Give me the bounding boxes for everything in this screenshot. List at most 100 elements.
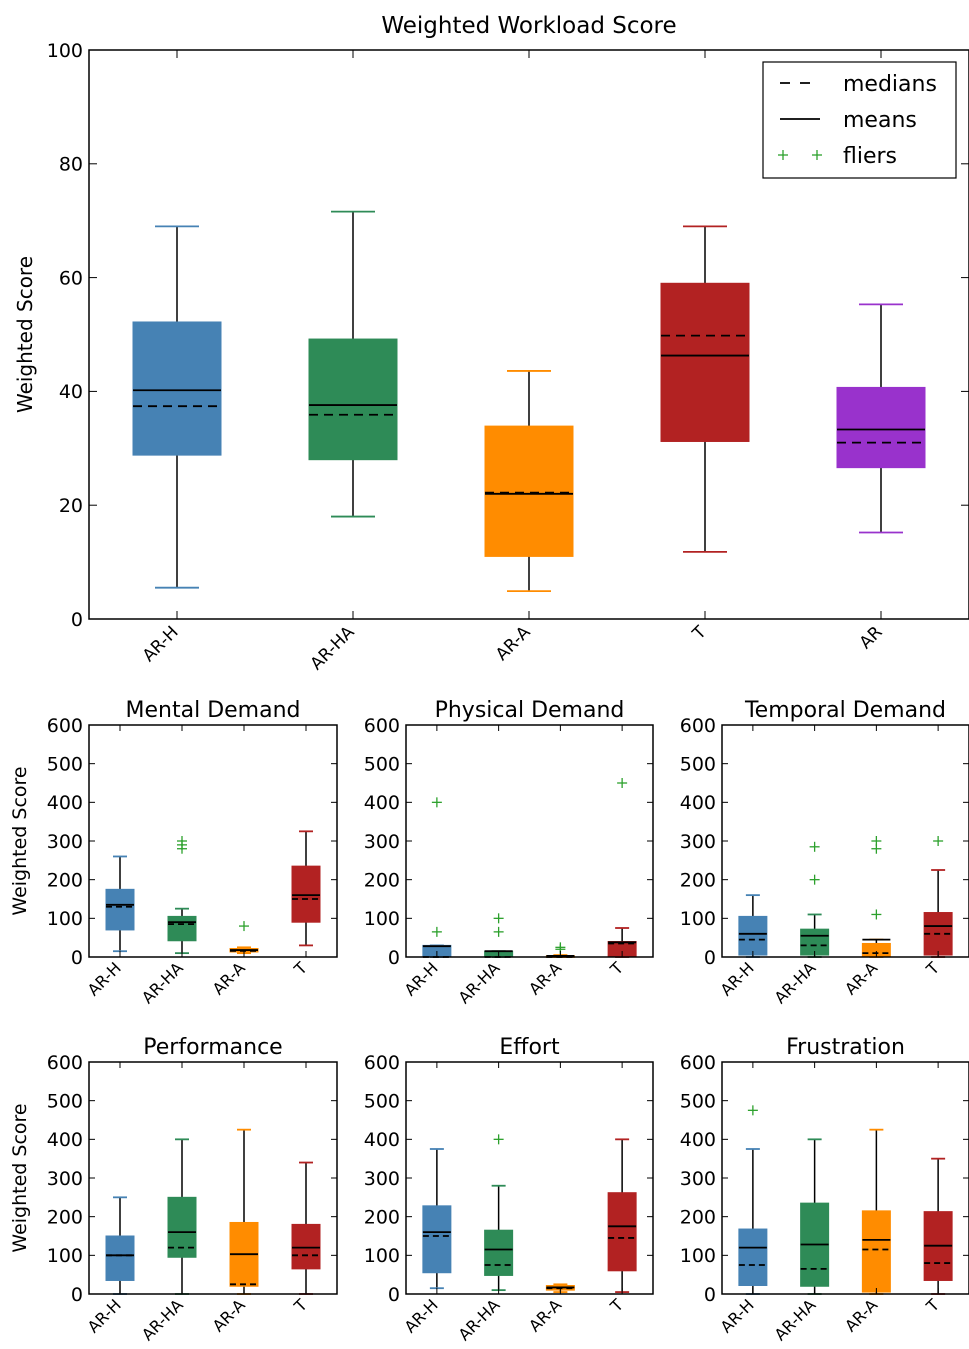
x-tick-label: T xyxy=(290,958,311,979)
box-ar-h: AR-H xyxy=(401,725,452,1000)
y-tick-label: 0 xyxy=(704,947,716,969)
y-tick-label: 300 xyxy=(680,831,716,853)
chart-panel-3: Temporal Demand 0 100 200 300 400 500 600 AR-H AR… xyxy=(680,698,969,1007)
x-tick-label: AR-HA xyxy=(307,622,359,674)
x-tick-label: AR-H xyxy=(401,1295,442,1336)
y-tick-label: 400 xyxy=(680,1129,716,1151)
flier-marker xyxy=(617,778,628,788)
flier-marker xyxy=(239,921,249,932)
y-tick-label: 300 xyxy=(47,1168,83,1190)
flier-marker xyxy=(933,836,944,846)
x-tick-label: AR-H xyxy=(139,622,183,666)
chart-title: Performance xyxy=(143,1035,282,1060)
y-axis-label: Weighted Score xyxy=(9,1103,31,1252)
y-tick-label: 200 xyxy=(680,1207,716,1229)
y-tick-label: 0 xyxy=(704,1284,716,1306)
x-tick-label: AR-HA xyxy=(138,1295,187,1344)
x-tick-label: AR-A xyxy=(525,958,565,998)
chart-title: Mental Demand xyxy=(126,698,301,723)
x-tick-label: AR-A xyxy=(492,622,535,665)
y-tick-label: 100 xyxy=(364,908,400,930)
y-tick-label: 200 xyxy=(680,870,716,892)
y-tick-label: 100 xyxy=(47,40,83,62)
x-tick-label: AR-A xyxy=(525,1295,565,1335)
y-tick-label: 500 xyxy=(47,1091,83,1113)
y-tick-label: 300 xyxy=(47,831,83,853)
x-tick-label: AR-HA xyxy=(455,1295,504,1344)
box-ar-a: AR-A xyxy=(484,50,574,665)
chart-panel-4: Performance Weighted Score 0 100 200 300 400 50… xyxy=(9,1035,338,1344)
y-tick-label: 500 xyxy=(364,1091,400,1113)
y-tick-label: 300 xyxy=(364,831,400,853)
box-iqr xyxy=(132,321,222,456)
y-tick-label: 100 xyxy=(47,1245,83,1267)
y-tick-label: 600 xyxy=(680,715,716,737)
chart-title: Temporal Demand xyxy=(744,698,946,723)
flier-marker xyxy=(747,1105,758,1116)
y-tick-label: 200 xyxy=(364,1207,400,1229)
box-iqr xyxy=(105,888,135,931)
y-tick-label: 200 xyxy=(47,1207,83,1229)
box-iqr xyxy=(607,1192,637,1272)
x-tick-label: AR-H xyxy=(84,958,125,999)
box-t: T xyxy=(660,50,750,645)
box-iqr xyxy=(836,386,926,469)
y-axis-label: Weighted Score xyxy=(9,766,31,915)
box-iqr xyxy=(861,1210,891,1293)
flier-marker xyxy=(778,150,788,160)
x-tick-label: T xyxy=(290,1295,311,1316)
y-tick-label: 0 xyxy=(71,1284,83,1306)
x-tick-label: AR-A xyxy=(209,1295,249,1335)
flier-marker xyxy=(809,841,820,852)
box-ar-h: AR-H xyxy=(401,1062,452,1337)
y-tick-label: 100 xyxy=(680,1245,716,1267)
y-tick-label: 600 xyxy=(364,715,400,737)
x-tick-label: AR-HA xyxy=(455,958,504,1007)
flier-marker xyxy=(871,836,882,846)
flier-marker xyxy=(493,1134,504,1145)
box-ar-ha: AR-HA xyxy=(307,50,398,674)
plot-frame xyxy=(721,1061,969,1295)
y-tick-label: 0 xyxy=(71,947,83,969)
plot-frame xyxy=(88,724,338,958)
y-tick-label: 400 xyxy=(680,792,716,814)
y-tick-label: 100 xyxy=(680,908,716,930)
y-tick-label: 200 xyxy=(47,870,83,892)
x-tick-label: AR-H xyxy=(401,958,442,999)
flier-marker xyxy=(177,836,187,846)
y-tick-label: 200 xyxy=(364,870,400,892)
x-tick-label: AR xyxy=(856,622,887,653)
box-ar-ha: AR-HA xyxy=(455,1062,514,1344)
chart-title: Frustration xyxy=(786,1035,905,1060)
plot-frame xyxy=(405,724,654,958)
legend-label: fliers xyxy=(843,144,897,169)
chart-panel-1: Mental Demand Weighted Score 0 100 200 300 400… xyxy=(9,698,338,1007)
legend-label: means xyxy=(843,108,917,133)
y-tick-label: 60 xyxy=(59,267,83,289)
box-iqr xyxy=(291,865,321,923)
y-tick-label: 0 xyxy=(388,1284,400,1306)
box-iqr xyxy=(738,1228,768,1286)
box-ar-h: AR-H xyxy=(717,1062,768,1337)
x-tick-label: AR-HA xyxy=(138,958,187,1007)
box-t: T xyxy=(922,1062,953,1316)
y-tick-label: 400 xyxy=(47,792,83,814)
x-tick-label: AR-HA xyxy=(771,1295,820,1344)
chart-title: Physical Demand xyxy=(435,698,625,723)
x-tick-label: AR-A xyxy=(209,958,249,998)
flier-marker xyxy=(809,874,820,885)
y-tick-label: 20 xyxy=(59,495,83,517)
y-tick-label: 300 xyxy=(364,1168,400,1190)
plot-frame xyxy=(88,1061,338,1295)
box-t: T xyxy=(922,725,953,979)
box-ar-h: AR-H xyxy=(132,50,222,666)
chart-title: Weighted Workload Score xyxy=(381,13,676,39)
box-iqr xyxy=(422,1205,452,1274)
box-ar-ha: AR-HA xyxy=(138,1062,197,1344)
box-iqr xyxy=(660,282,750,442)
box-iqr xyxy=(738,915,768,956)
x-tick-label: AR-H xyxy=(717,1295,758,1336)
flier-marker xyxy=(812,150,822,160)
y-tick-label: 40 xyxy=(59,381,83,403)
